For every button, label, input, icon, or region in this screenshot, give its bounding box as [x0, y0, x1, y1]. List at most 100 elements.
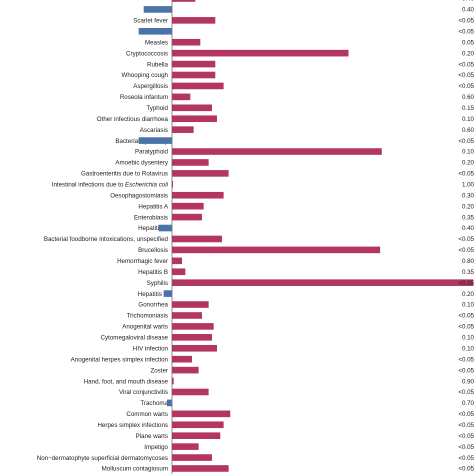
category-label: Whooping cough: [122, 72, 169, 79]
category-label: Hand, foot, and mouth disease: [84, 378, 169, 385]
bar: [172, 334, 212, 341]
bar: [172, 355, 192, 363]
p-value-label: 1.00: [462, 182, 474, 189]
category-labels: VaricellaScarlet feverMumpsMeaslesCrypto…: [37, 7, 169, 473]
p-value-label: 0.40: [462, 0, 474, 3]
category-label: Zoster: [150, 367, 168, 374]
p-value-label: 0.20: [462, 291, 474, 298]
bar: [172, 104, 212, 112]
p-value-label: <0.05: [458, 422, 474, 429]
bar: [172, 377, 174, 385]
p-value-label: 0.10: [462, 302, 474, 309]
bar: [172, 388, 209, 396]
p-value-label: <0.05: [458, 138, 474, 145]
p-value-label: <0.05: [458, 356, 474, 363]
p-value-label: <0.05: [458, 389, 474, 396]
bar: [172, 301, 209, 308]
bar: [172, 410, 231, 418]
category-label: Anogenital warts: [122, 324, 168, 331]
bar: [172, 159, 209, 166]
bar: [172, 202, 204, 210]
p-value-label: <0.05: [458, 367, 474, 374]
bar: [138, 137, 172, 144]
category-label: Hepatitis B: [138, 269, 168, 276]
p-value-label: 0.35: [462, 214, 474, 221]
bar: [172, 279, 474, 286]
bar: [172, 443, 199, 450]
p-value-label: <0.05: [458, 171, 474, 178]
category-label: Roseola infantum: [120, 94, 168, 101]
bar: [172, 366, 199, 374]
bar: [172, 191, 224, 199]
bar: [172, 71, 216, 79]
category-label: Paratyphoid: [135, 149, 169, 156]
bar: [172, 181, 173, 188]
category-label: Viral conjunctivitis: [119, 389, 168, 396]
category-label: Gonorrhea: [138, 302, 168, 309]
category-label: Trichomoniasis: [127, 313, 168, 320]
category-label: Cytomegaloviral disease: [101, 335, 169, 342]
bar: [172, 170, 229, 177]
bar: [172, 93, 191, 101]
category-label: Common warts: [126, 411, 168, 418]
bar: [172, 17, 216, 24]
bar: [138, 27, 172, 35]
bar: [172, 213, 202, 221]
p-value-labels: 0.40 0.40 <0.05 <0.05 0.05 0.20 <0.05 <0.05 <0.0…: [458, 0, 474, 473]
category-label: Aspergillosis: [133, 83, 168, 90]
p-value-label: 0.20: [462, 160, 474, 167]
p-value-label: 0.40: [462, 225, 474, 232]
category-label: Non−dermatophyte superficial dermatomyco…: [37, 455, 168, 462]
bar: [172, 0, 196, 2]
bar: [172, 60, 216, 68]
category-label: Anogenital herpes simplex infection: [71, 356, 169, 363]
category-label: Enterobiasis: [134, 214, 168, 221]
bar: [172, 49, 349, 57]
category-label: Molluscum contagiosum: [102, 466, 168, 473]
category-label: Hepatitis E: [138, 225, 168, 232]
p-value-label: <0.05: [458, 455, 474, 462]
p-value-label: 0.10: [462, 335, 474, 342]
p-value-label: 0.60: [462, 127, 474, 134]
category-label: Other infectious diarrhoea: [97, 116, 169, 123]
category-label: Amoebic dysentery: [115, 160, 169, 167]
p-value-label: 0.35: [462, 269, 474, 276]
bar: [172, 344, 217, 352]
p-value-label: 0.20: [462, 50, 474, 57]
category-label: Hemorrhagic fever: [117, 258, 168, 265]
category-label: Impetigo: [144, 444, 168, 451]
p-value-label: <0.05: [458, 324, 474, 331]
bar: [172, 82, 224, 90]
category-label: Hepatitis C: [138, 291, 169, 298]
bar: [172, 323, 214, 330]
p-value-label: 0.10: [462, 149, 474, 156]
bar: [172, 148, 382, 155]
category-label: Hepatitis A: [138, 203, 168, 210]
p-value-label: 0.70: [462, 400, 474, 407]
category-label: Measles: [145, 39, 168, 46]
p-value-label: <0.05: [458, 236, 474, 243]
category-label: Rubella: [147, 61, 169, 68]
category-label: Scarlet fever: [133, 18, 168, 25]
category-label: Cryptococcosis: [126, 50, 168, 57]
bar: [172, 454, 212, 461]
bar: [172, 235, 222, 243]
category-label: Syphilis: [147, 280, 168, 287]
bar: [163, 290, 172, 297]
category-label: Trachoma: [140, 400, 168, 407]
category-label: Intestinal infections due to Escherichia…: [52, 182, 169, 189]
bar: [172, 115, 217, 123]
p-value-label: <0.05: [458, 18, 474, 25]
p-value-label: <0.05: [458, 280, 474, 287]
bar: [172, 246, 381, 254]
bar: [172, 465, 229, 472]
p-value-label: 0.05: [462, 39, 474, 46]
bar: [172, 257, 182, 265]
p-value-label: <0.05: [458, 466, 474, 473]
category-label: Typhoid: [146, 105, 168, 112]
category-label: Herpes simplex infections: [98, 422, 169, 429]
p-value-label: 0.30: [462, 192, 474, 199]
p-value-label: 0.15: [462, 105, 474, 112]
category-label: HIV infection: [133, 345, 169, 352]
